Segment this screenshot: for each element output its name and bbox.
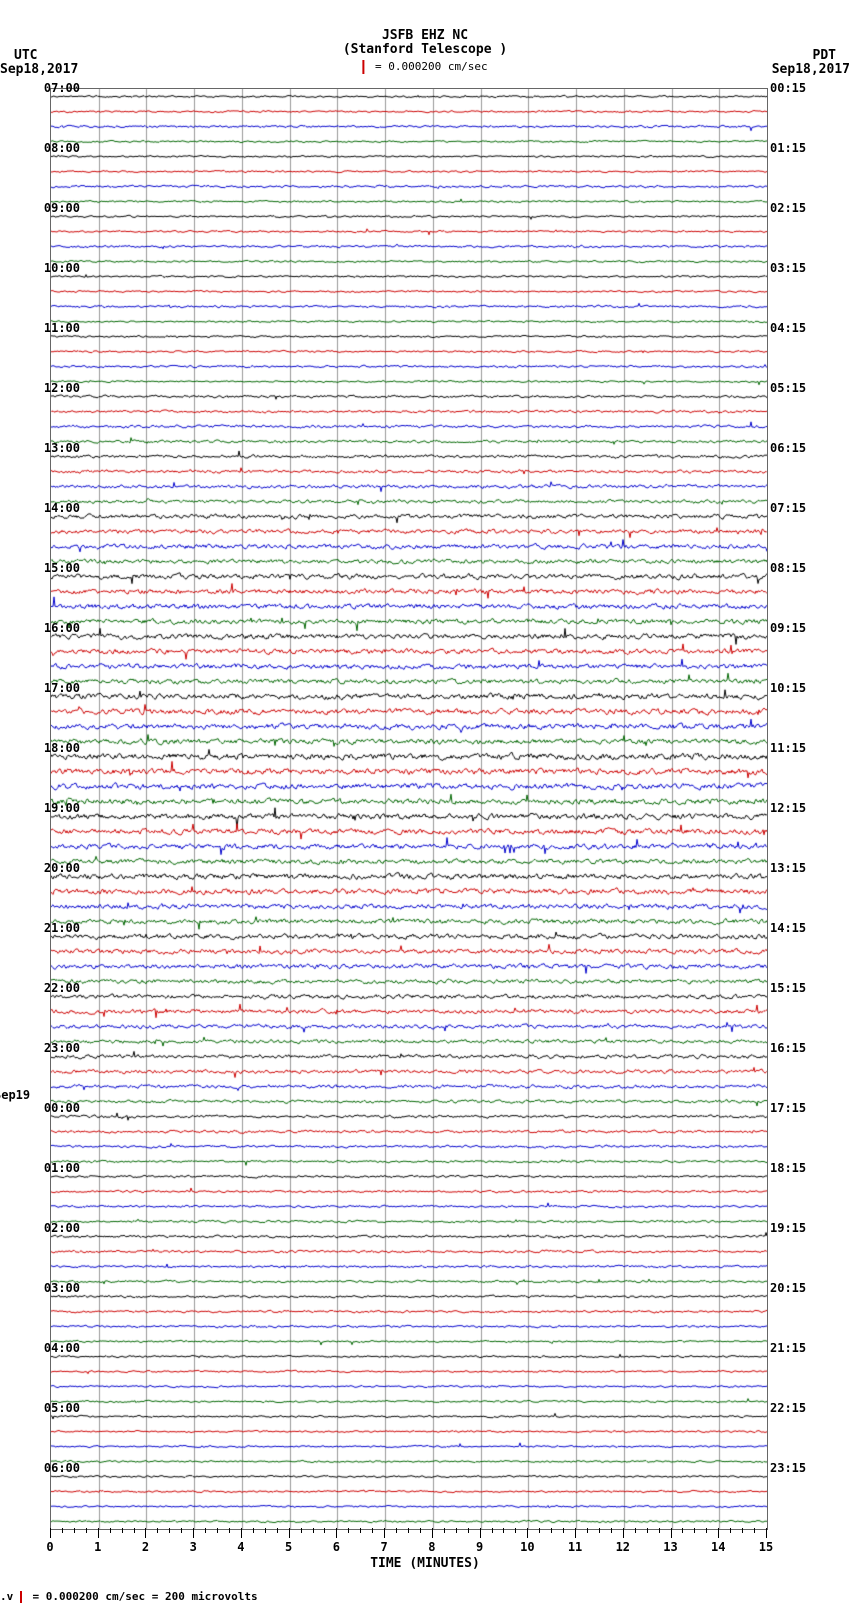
pdt-hour-label: 05:15: [770, 381, 806, 395]
utc-hour-label: 07:00: [20, 81, 80, 95]
x-tick-label: 15: [759, 1540, 773, 1554]
x-tick-label: 3: [190, 1540, 197, 1554]
utc-hour-label: 19:00: [20, 801, 80, 815]
pdt-hour-label: 13:15: [770, 861, 806, 875]
day-change-label: Sep19: [0, 1088, 44, 1102]
pdt-hour-label: 10:15: [770, 681, 806, 695]
utc-hour-label: 16:00: [20, 621, 80, 635]
footer-scale: .v = 0.000200 cm/sec = 200 microvolts: [0, 1590, 258, 1603]
utc-hour-label: 12:00: [20, 381, 80, 395]
utc-hour-label: 09:00: [20, 201, 80, 215]
x-tick-label: 1: [94, 1540, 101, 1554]
utc-hour-label: 02:00: [20, 1221, 80, 1235]
x-axis-title: TIME (MINUTES): [0, 1556, 850, 1571]
utc-hour-label: 11:00: [20, 321, 80, 335]
tz-right-label: PDT: [813, 48, 836, 63]
x-tick-label: 7: [381, 1540, 388, 1554]
utc-hour-label: 17:00: [20, 681, 80, 695]
x-tick-label: 4: [237, 1540, 244, 1554]
pdt-hour-label: 08:15: [770, 561, 806, 575]
utc-hour-label: 14:00: [20, 501, 80, 515]
seismogram-traces: [51, 89, 767, 1529]
x-tick-label: 8: [428, 1540, 435, 1554]
x-tick-label: 14: [711, 1540, 725, 1554]
pdt-hour-label: 18:15: [770, 1161, 806, 1175]
helicorder-chart: JSFB EHZ NC (Stanford Telescope ) = 0.00…: [0, 0, 850, 1613]
station-title: JSFB EHZ NC: [0, 28, 850, 43]
pdt-hour-label: 15:15: [770, 981, 806, 995]
utc-hour-label: 23:00: [20, 1041, 80, 1055]
x-tick-label: 2: [142, 1540, 149, 1554]
utc-hour-label: 06:00: [20, 1461, 80, 1475]
utc-hour-label: 13:00: [20, 441, 80, 455]
utc-hour-label: 10:00: [20, 261, 80, 275]
utc-hour-label: 18:00: [20, 741, 80, 755]
pdt-hour-label: 09:15: [770, 621, 806, 635]
x-tick-label: 9: [476, 1540, 483, 1554]
footer-text: = 0.000200 cm/sec = 200 microvolts: [26, 1590, 258, 1603]
x-tick-label: 10: [520, 1540, 534, 1554]
utc-hour-label: 04:00: [20, 1341, 80, 1355]
pdt-hour-label: 21:15: [770, 1341, 806, 1355]
utc-hour-label: 03:00: [20, 1281, 80, 1295]
pdt-hour-label: 03:15: [770, 261, 806, 275]
pdt-hour-label: 14:15: [770, 921, 806, 935]
x-tick-label: 6: [333, 1540, 340, 1554]
utc-hour-label: 21:00: [20, 921, 80, 935]
x-tick-label: 0: [46, 1540, 53, 1554]
utc-hour-label: 15:00: [20, 561, 80, 575]
pdt-hour-label: 22:15: [770, 1401, 806, 1415]
date-left-label: Sep18,2017: [0, 62, 78, 77]
x-tick-label: 5: [285, 1540, 292, 1554]
tz-left-label: UTC: [14, 48, 37, 63]
pdt-hour-label: 17:15: [770, 1101, 806, 1115]
pdt-hour-label: 04:15: [770, 321, 806, 335]
x-tick-label: 11: [568, 1540, 582, 1554]
pdt-hour-label: 12:15: [770, 801, 806, 815]
pdt-hour-label: 00:15: [770, 81, 806, 95]
utc-hour-label: 00:00: [20, 1101, 80, 1115]
pdt-hour-label: 16:15: [770, 1041, 806, 1055]
pdt-hour-label: 02:15: [770, 201, 806, 215]
pdt-hour-label: 20:15: [770, 1281, 806, 1295]
scale-bar-icon: [20, 1591, 22, 1603]
date-right-label: Sep18,2017: [772, 62, 850, 77]
pdt-hour-label: 01:15: [770, 141, 806, 155]
utc-hour-label: 20:00: [20, 861, 80, 875]
pdt-hour-label: 19:15: [770, 1221, 806, 1235]
pdt-hour-label: 07:15: [770, 501, 806, 515]
utc-hour-label: 22:00: [20, 981, 80, 995]
pdt-hour-label: 23:15: [770, 1461, 806, 1475]
plot-area: [50, 88, 768, 1530]
utc-hour-label: 01:00: [20, 1161, 80, 1175]
x-tick-label: 12: [616, 1540, 630, 1554]
scale-text: = 0.000200 cm/sec: [368, 60, 487, 73]
pdt-hour-label: 06:15: [770, 441, 806, 455]
utc-hour-label: 05:00: [20, 1401, 80, 1415]
footer-prefix: .v: [0, 1590, 20, 1603]
utc-hour-label: 08:00: [20, 141, 80, 155]
pdt-hour-label: 11:15: [770, 741, 806, 755]
amplitude-scale: = 0.000200 cm/sec: [362, 60, 487, 74]
x-tick-label: 13: [663, 1540, 677, 1554]
location-title: (Stanford Telescope ): [0, 42, 850, 57]
scale-bar-icon: [362, 60, 364, 74]
